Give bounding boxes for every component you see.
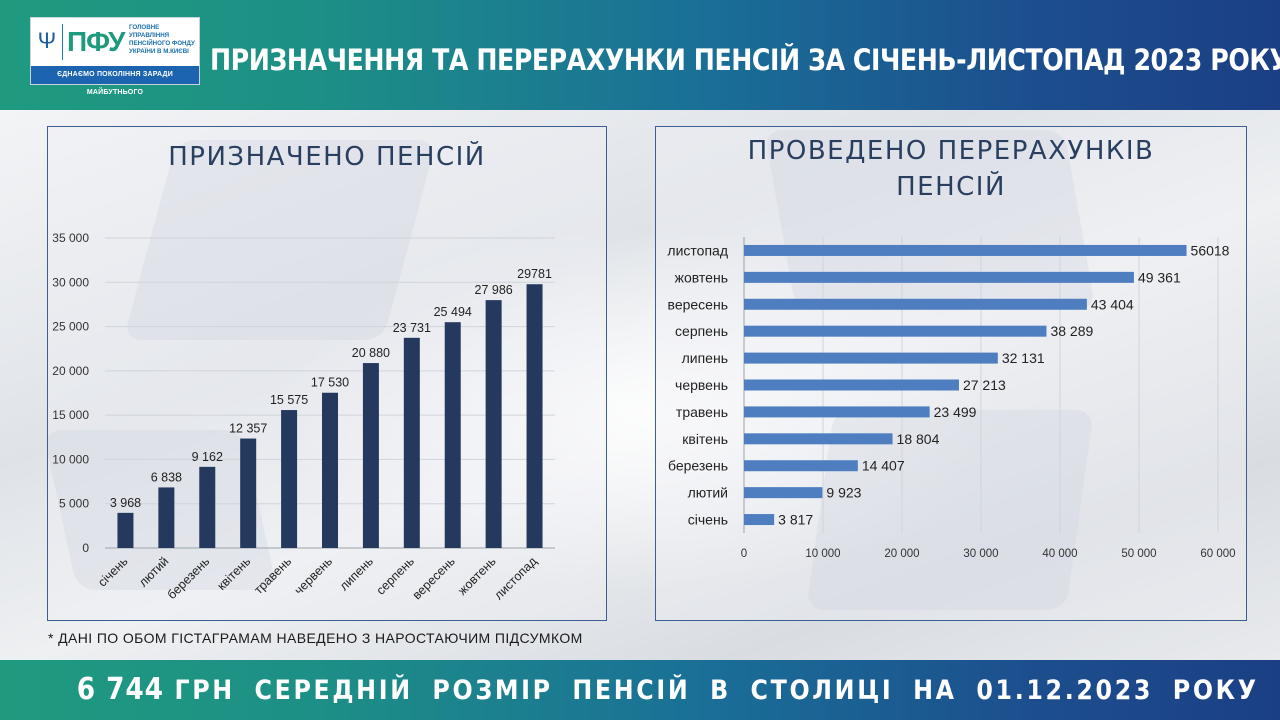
logo-top: Ψ ПФУ ГОЛОВНЕ УПРАВЛІННЯ ПЕНСІЙНОГО ФОНД… — [31, 18, 199, 66]
left-chart-title: ПРИЗНАЧЕНО ПЕНСІЙ — [168, 142, 486, 172]
trident-icon: Ψ — [37, 28, 57, 53]
background — [0, 110, 1280, 660]
right-chart-title-line2: ПЕНСІЙ — [896, 172, 1006, 202]
right-chart-title-line1: ПРОВЕДЕНО ПЕРЕРАХУНКІВ — [747, 136, 1155, 166]
header: Ψ ПФУ ГОЛОВНЕ УПРАВЛІННЯ ПЕНСІЙНОГО ФОНД… — [0, 0, 1280, 110]
average-pension-value: 6 744 — [76, 672, 164, 707]
footer: 6 744 ГРН СЕРЕДНІЙ РОЗМІР ПЕНСІЙ В СТОЛИЦ… — [0, 660, 1280, 720]
logo-description: ГОЛОВНЕ УПРАВЛІННЯ ПЕНСІЙНОГО ФОНДУ УКРА… — [129, 24, 195, 55]
footnote: * ДАНІ ПО ОБОМ ГІСТАГРАМАМ НАВЕДЕНО З НА… — [48, 630, 583, 646]
page-title: ПРИЗНАЧЕННЯ ТА ПЕРЕРАХУНКИ ПЕНСІЙ ЗА СІЧ… — [210, 43, 1280, 77]
pfu-logo: Ψ ПФУ ГОЛОВНЕ УПРАВЛІННЯ ПЕНСІЙНОГО ФОНД… — [30, 17, 200, 96]
average-pension-text: ГРН СЕРЕДНІЙ РОЗМІР ПЕНСІЙ В СТОЛИЦІ НА … — [174, 675, 1259, 706]
logo-slogan: ЄДНАЄМО ПОКОЛІННЯ ЗАРАДИ МАЙБУТНЬОГО — [31, 66, 199, 96]
footer-banner: 6 744 ГРН СЕРЕДНІЙ РОЗМІР ПЕНСІЙ В СТОЛИЦ… — [76, 660, 1256, 720]
logo-abbr: ПФУ — [67, 26, 125, 57]
assigned-pensions-panel: ПРИЗНАЧЕНО ПЕНСІЙ — [47, 126, 607, 621]
logo-divider — [62, 24, 63, 60]
recalculations-panel: ПРОВЕДЕНО ПЕРЕРАХУНКІВ ПЕНСІЙ — [655, 126, 1247, 621]
